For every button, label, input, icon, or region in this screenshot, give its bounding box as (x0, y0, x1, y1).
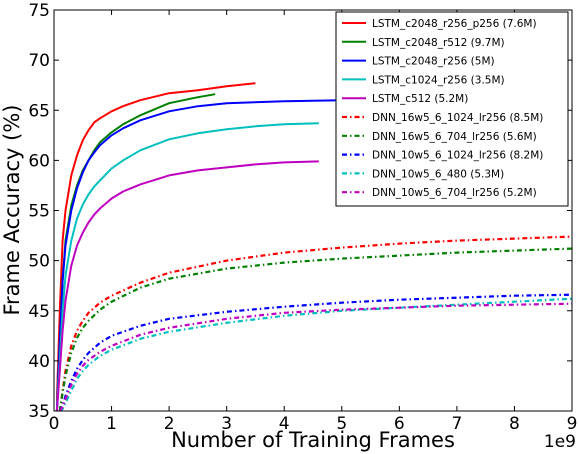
y-tick-label: 75 (28, 1, 50, 21)
x-tick-label: 5 (336, 414, 347, 434)
legend-label: DNN_10w5_6_480 (5.3M) (372, 168, 504, 180)
legend-label: LSTM_c512 (5.2M) (372, 93, 468, 105)
x-tick-label: 1 (106, 414, 117, 434)
series-line-4 (55, 122, 319, 412)
x-axis-offset-label: 1e9 (544, 432, 576, 452)
x-tick-label: 0 (49, 414, 60, 434)
y-tick-label: 40 (28, 352, 50, 372)
y-tick-label: 70 (28, 51, 50, 71)
series-layer (55, 82, 573, 412)
series-line-1 (55, 82, 256, 402)
y-axis-label: Frame Accuracy (%) (0, 105, 24, 316)
y-tick-label: 65 (28, 101, 50, 121)
x-tick-label: 4 (279, 414, 290, 434)
legend: LSTM_c2048_r256_p256 (7.6M) LSTM_c2048_r5… (335, 11, 569, 207)
series-line-3 (55, 99, 342, 412)
legend-label: LSTM_c1024_r256 (3.5M) (372, 74, 505, 86)
y-tick-label: 50 (28, 252, 50, 272)
series-line-5 (55, 160, 319, 412)
legend-label: DNN_16w5_6_1024_lr256 (8.5M) (372, 112, 543, 124)
x-axis-label: Number of Training Frames (171, 428, 455, 452)
x-tick-label: 9 (567, 414, 578, 434)
legend-box (335, 11, 569, 207)
y-tick-label: 60 (28, 151, 50, 171)
x-tick-label: 3 (221, 414, 232, 434)
legend-label: DNN_16w5_6_704_lr256 (5.6M) (372, 131, 537, 143)
legend-label: DNN_10w5_6_1024_lr256 (8.2M) (372, 150, 543, 162)
legend-label: LSTM_c2048_r256_p256 (7.6M) (372, 18, 537, 30)
y-tick-label: 45 (28, 302, 50, 322)
x-tick-label: 7 (451, 414, 462, 434)
y-tick-label: 35 (28, 402, 50, 422)
y-tick-label: 55 (28, 202, 50, 222)
legend-label: DNN_10w5_6_704_lr256 (5.2M) (372, 187, 537, 199)
legend-label: LSTM_c2048_r512 (9.7M) (372, 37, 505, 49)
x-tick-label: 2 (164, 414, 175, 434)
x-tick-label: 8 (509, 414, 520, 434)
legend-label: LSTM_c2048_r256 (5M) (372, 56, 495, 68)
series-line-10 (58, 302, 573, 412)
x-tick-label: 6 (394, 414, 405, 434)
series-line-7 (58, 247, 573, 412)
series-line-8 (58, 293, 573, 412)
